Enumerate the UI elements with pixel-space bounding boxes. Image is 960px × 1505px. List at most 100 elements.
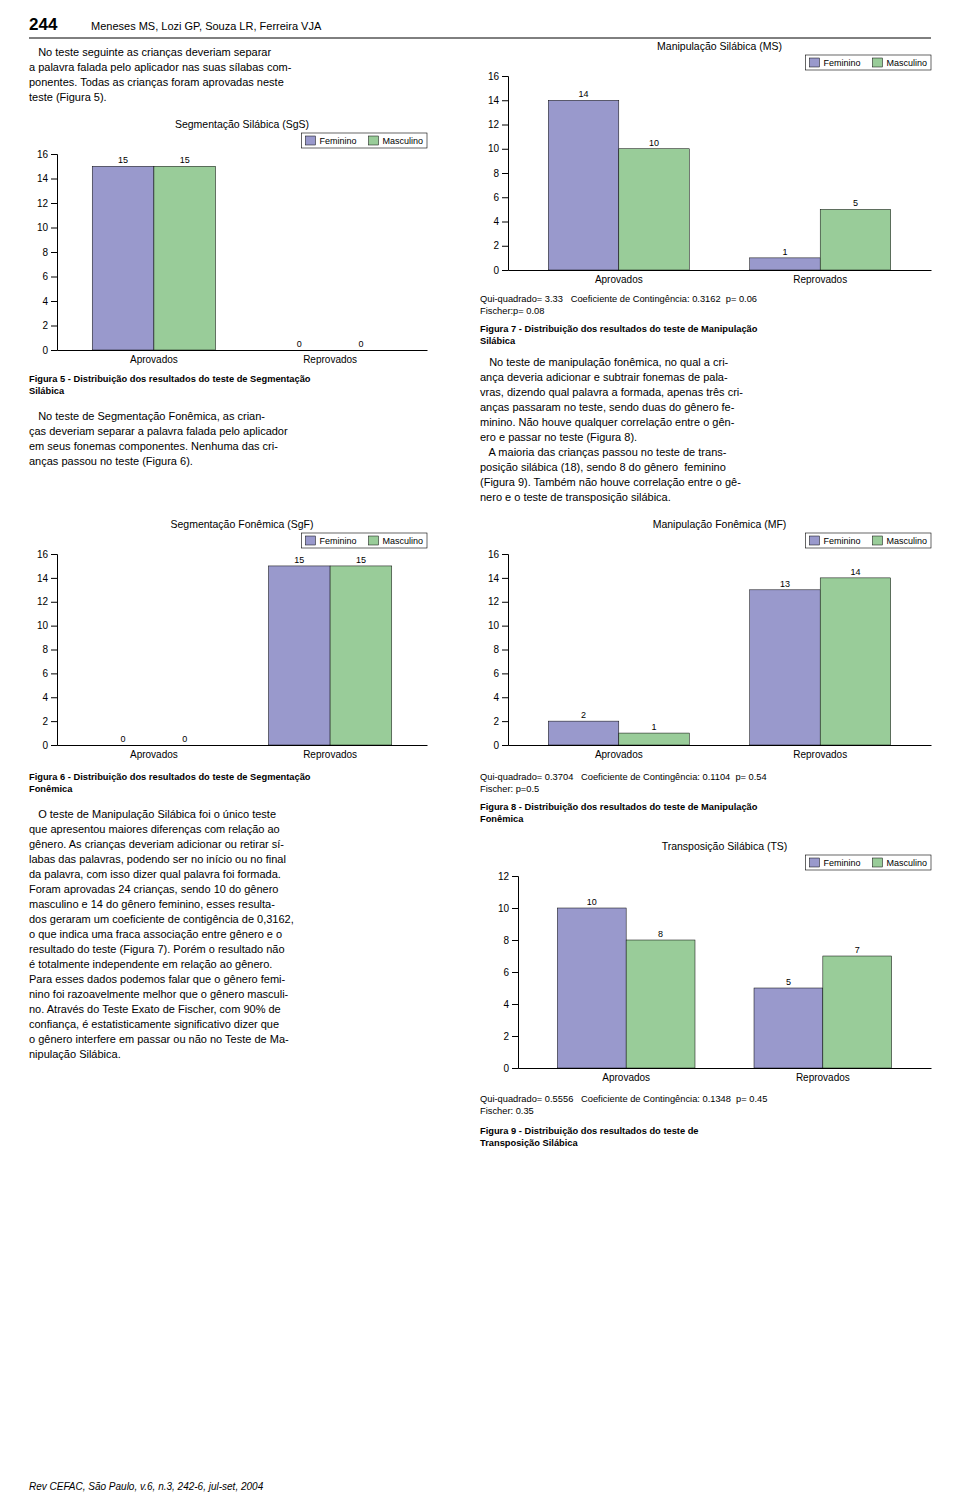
body-text: No teste seguinte as crianças deveriam s… — [29, 46, 292, 103]
tick-mark — [512, 940, 518, 941]
tick-label: Reprovados — [796, 1072, 850, 1083]
axis-line — [51, 155, 58, 351]
tick-label: 6 — [42, 668, 48, 679]
tick-label: Aprovados — [130, 749, 178, 760]
x-axis: AprovadosReprovados — [519, 1068, 932, 1083]
tick-mark — [51, 301, 57, 302]
y-tick: 12 — [37, 596, 57, 607]
tick-label: 8 — [503, 935, 509, 946]
y-tick: 16 — [488, 549, 508, 560]
legend-frame — [805, 533, 931, 548]
header-text: Meneses MS, Lozi GP, Souza LR, Ferreira … — [91, 20, 322, 32]
figure-caption-line: Figura 8 - Distribuição dos resultados d… — [480, 802, 758, 812]
y-tick: 8 — [493, 168, 508, 179]
tick-mark — [51, 554, 57, 555]
bar — [154, 166, 216, 350]
legend-label: Masculino — [382, 536, 423, 546]
tick-mark — [51, 179, 57, 180]
figure-caption-line: Fonêmica — [480, 814, 524, 824]
bar — [820, 209, 891, 270]
tick-label: 2 — [493, 240, 499, 251]
bar-chart: Segmentação Fonêmica (SgF)01501502468101… — [37, 518, 428, 760]
stats-text: Qui-quadrado= 0.5556 Coeficiente de Cont… — [480, 1094, 767, 1116]
y-tick: 4 — [493, 692, 508, 703]
tick-label: 16 — [488, 549, 500, 560]
y-axis: 0246810121416 — [37, 149, 58, 356]
bar — [619, 733, 690, 745]
body-text-line: masculino e 14 do gênero feminino, esses… — [29, 898, 275, 910]
y-tick: 4 — [493, 216, 508, 227]
tick-label: 0 — [493, 265, 499, 276]
bar — [619, 149, 690, 270]
y-axis: 0246810121416 — [488, 71, 509, 276]
figure-caption: Figura 5 - Distribuição dos resultados d… — [29, 374, 311, 396]
tick-mark — [512, 908, 518, 909]
body-text-line: nipulação Silábica. — [29, 1048, 121, 1060]
x-tick: Reprovados — [303, 745, 357, 760]
tick-mark — [51, 745, 57, 746]
tick-label: 4 — [503, 999, 509, 1010]
tick-label: 0 — [493, 740, 499, 751]
tick-mark — [502, 125, 508, 126]
y-tick: 16 — [37, 549, 57, 560]
tick-mark — [502, 697, 508, 698]
x-tick: Reprovados — [796, 1068, 850, 1083]
tick-label: 2 — [42, 320, 48, 331]
stats-text-line: Fischer: p=0.5 — [480, 784, 539, 794]
y-axis: 024681012 — [498, 871, 519, 1074]
axis-line — [509, 270, 932, 271]
tick-mark — [502, 602, 508, 603]
x-tick: Reprovados — [793, 270, 847, 285]
axis-line — [512, 877, 519, 1069]
data-labels: 141105 — [579, 89, 858, 257]
tick-label: 10 — [498, 903, 510, 914]
y-tick: 6 — [42, 271, 57, 282]
tick-mark — [502, 76, 508, 77]
legend-swatch — [368, 536, 378, 545]
tick-label: 8 — [42, 644, 48, 655]
tick-mark — [512, 1068, 518, 1069]
body-text-line: posição silábica (18), sendo 8 do gênero… — [480, 461, 726, 473]
page: 2 4 4 Meneses MS, Lozi GP, Souza LR, Ferrei… — [0, 0, 960, 1505]
data-labels: 015015 — [121, 555, 366, 744]
body-text-line: o gênero interfere em passar ou não no T… — [29, 1033, 289, 1045]
footer: Rev CEFAC, São Paulo, v.6, n.3, 242-6, j… — [29, 1481, 264, 1492]
y-tick: 14 — [488, 95, 508, 106]
data-label: 1 — [652, 722, 657, 732]
bar-chart: Segmentação Silábica (SgS)15015002468101… — [37, 118, 428, 365]
y-tick: 0 — [42, 345, 57, 356]
tick-label: 4 — [42, 692, 48, 703]
y-tick: 14 — [37, 573, 57, 584]
tick-mark — [502, 554, 508, 555]
y-tick: 2 — [503, 1031, 518, 1042]
data-label: 0 — [121, 734, 126, 744]
y-tick: 4 — [503, 999, 518, 1010]
data-label: 15 — [356, 555, 366, 565]
bar — [557, 908, 626, 1068]
legend: FemininoMasculino — [805, 855, 931, 870]
data-label: 14 — [579, 89, 589, 99]
body-text-line: anças passaram no teste, sendo duas do g… — [480, 401, 735, 413]
bar — [754, 988, 823, 1068]
stats-text-line: Qui-quadrado= 0.5556 Coeficiente de Cont… — [480, 1094, 767, 1104]
figure-caption-line: Figura 5 - Distribuição dos resultados d… — [29, 374, 311, 384]
x-axis: AprovadosReprovados — [509, 745, 932, 760]
y-tick: 0 — [503, 1063, 518, 1074]
data-label: 15 — [180, 155, 190, 165]
bar — [92, 745, 154, 746]
y-tick: 12 — [488, 119, 508, 130]
body-text-line: ança deveria adicionar e subtrair fonema… — [480, 371, 728, 383]
y-tick: 6 — [493, 668, 508, 679]
tick-label: Reprovados — [303, 354, 357, 365]
axis-line — [58, 745, 428, 746]
y-tick: 8 — [493, 644, 508, 655]
legend-label: Masculino — [886, 58, 927, 68]
body-text-line: vras, dizendo qual palavra a formada, ap… — [480, 386, 743, 398]
body-text-line: O teste de Manipulação Silábica foi o ún… — [29, 808, 276, 820]
y-tick: 10 — [488, 143, 508, 154]
tick-label: 6 — [503, 967, 509, 978]
tick-label: 2 — [42, 716, 48, 727]
tick-label: 16 — [37, 549, 49, 560]
tick-label: 10 — [37, 620, 49, 631]
body-text-line: A maioria das crianças passou no teste d… — [480, 446, 727, 458]
